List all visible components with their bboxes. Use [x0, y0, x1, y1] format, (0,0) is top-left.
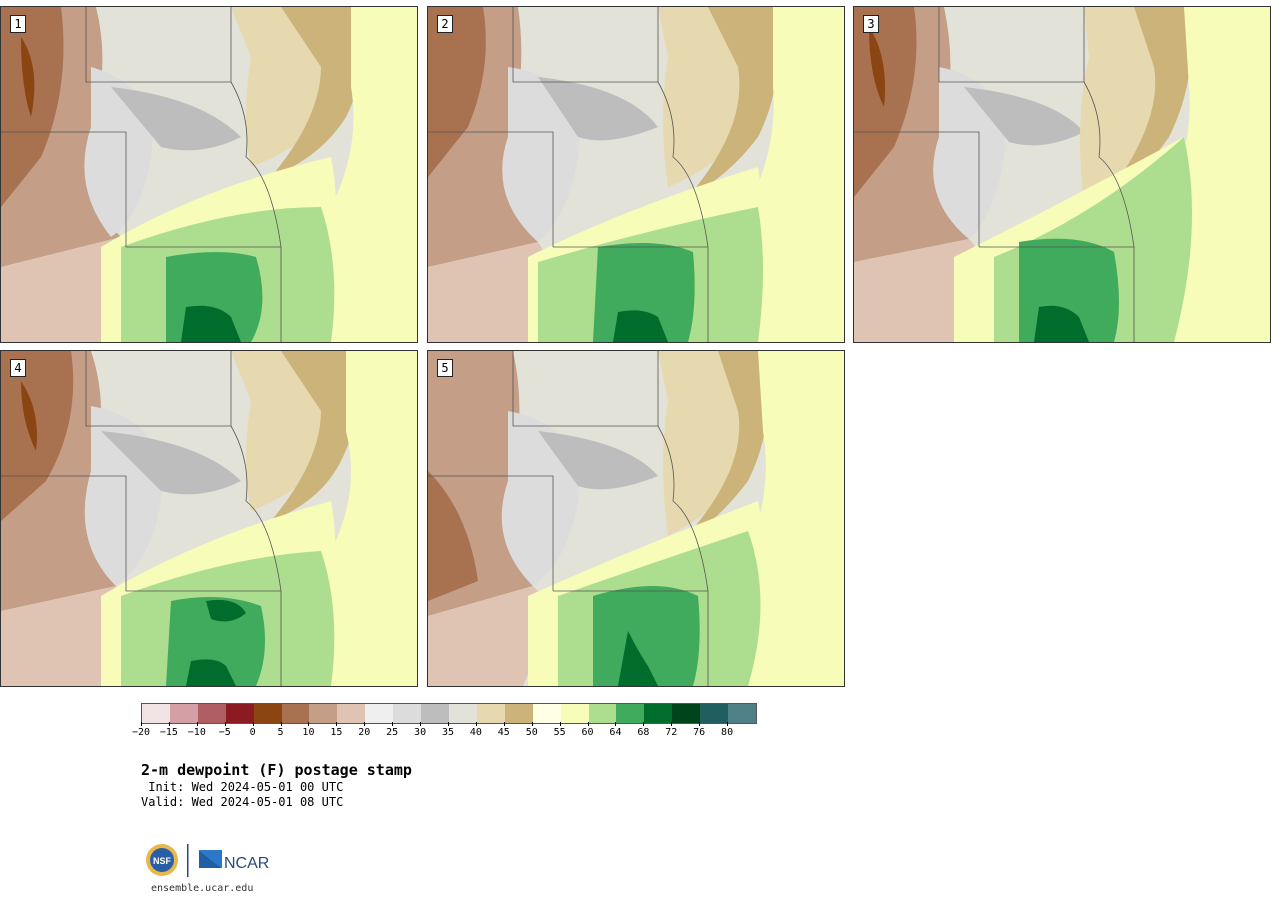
colorbar-tick-mark: [364, 722, 366, 726]
colorbar-segment: [644, 704, 673, 723]
panel-number: 5: [437, 359, 453, 377]
colorbar-segment: [588, 704, 617, 723]
nsf-ncar-logo: NSF NCAR: [146, 844, 269, 877]
dewpoint-map: [1, 7, 417, 342]
ncar-logo-text: NCAR: [224, 855, 269, 872]
colorbar-segment: [616, 704, 645, 723]
valid-time: Valid: Wed 2024-05-01 08 UTC: [141, 795, 344, 809]
stamp-panel-2: 2: [427, 6, 845, 343]
colorbar-tick-label: 35: [441, 727, 455, 738]
colorbar-tick-mark: [643, 722, 645, 726]
colorbar-tick-mark: [224, 722, 226, 726]
colorbar-tick-label: 80: [721, 727, 734, 738]
colorbar-tick-label: 72: [665, 727, 678, 738]
colorbar-segment: [421, 704, 449, 723]
stamp-panel-3: 3: [853, 6, 1271, 343]
colorbar-tick-mark: [615, 722, 617, 726]
colorbar-tick-label: 55: [553, 727, 566, 738]
colorbar-segment: [393, 704, 422, 723]
colorbar-tick-label: −10: [187, 727, 206, 738]
colorbar-segment: [142, 704, 170, 723]
stamp-panel-1: 1: [0, 6, 418, 343]
colorbar-segment: [197, 704, 226, 723]
colorbar-tick-mark: [475, 722, 477, 726]
colorbar-tick-label: 25: [386, 727, 399, 738]
colorbar-tick-mark: [252, 722, 254, 726]
nsf-logo-text: NSF: [153, 856, 172, 866]
plot-title: 2-m dewpoint (F) postage stamp: [141, 761, 412, 779]
colorbar-tick-label: 64: [609, 727, 622, 738]
dewpoint-map: [428, 7, 844, 342]
colorbar-tick-label: 5: [277, 727, 284, 738]
dewpoint-map: [854, 7, 1270, 342]
colorbar-segment: [504, 704, 533, 723]
colorbar-tick-mark: [559, 722, 561, 726]
colorbar-tick-mark: [141, 722, 142, 726]
colorbar-tick-mark: [280, 722, 282, 726]
colorbar-segment: [728, 704, 756, 723]
colorbar-tick-label: 10: [302, 727, 315, 738]
colorbar-segment: [448, 704, 477, 723]
colorbar-tick-label: −15: [159, 727, 178, 738]
colorbar-tick-mark: [196, 722, 198, 726]
colorbar-tick-mark: [392, 722, 394, 726]
colorbar-tick-mark: [168, 722, 170, 726]
stamp-panel-4: 4: [0, 350, 418, 687]
colorbar-ticks: −20 −15 −10 −5 0 5 10 15 20 25 30 35 40 45 50 55 60 64 68 7…: [132, 722, 755, 741]
panel-number: 4: [10, 359, 26, 377]
colorbar-tick-label: 20: [358, 727, 371, 738]
colorbar-tick-mark: [531, 722, 533, 726]
colorbar-tick-mark: [336, 722, 338, 726]
stamp-panel-5: 5: [427, 350, 845, 687]
dewpoint-map: [428, 351, 844, 686]
colorbar-tick-label: 76: [693, 727, 706, 738]
colorbar-segment: [476, 704, 505, 723]
colorbar-segment: [365, 704, 394, 723]
colorbar-tick-label: 60: [581, 727, 594, 738]
colorbar-segment: [169, 704, 198, 723]
colorbar-tick-mark: [587, 722, 589, 726]
colorbar-tick-mark: [420, 722, 422, 726]
colorbar-segment: [225, 704, 254, 723]
colorbar-segment: [281, 704, 310, 723]
website-text: ensemble.ucar.edu: [151, 883, 254, 894]
panel-number: 2: [437, 15, 453, 33]
colorbar-segment: [253, 704, 282, 723]
colorbar-tick-label: 15: [330, 727, 343, 738]
dewpoint-map: [1, 351, 417, 686]
panel-number: 3: [863, 15, 879, 33]
colorbar-tick-mark: [448, 722, 449, 726]
colorbar-tick-mark: [308, 722, 310, 726]
colorbar-segment: [700, 704, 729, 723]
colorbar-segment: [672, 704, 701, 723]
colorbar-tick-mark: [699, 722, 701, 726]
colorbar-tick-label: −5: [218, 727, 231, 738]
colorbar-tick-label: 68: [637, 727, 650, 738]
colorbar-segment: [309, 704, 338, 723]
colorbar-tick-label: 30: [414, 727, 427, 738]
colorbar-tick-mark: [671, 722, 673, 726]
colorbar-segment: [337, 704, 366, 723]
init-time: Init: Wed 2024-05-01 00 UTC: [141, 780, 344, 794]
colorbar-tick-label: 0: [249, 727, 256, 738]
colorbar-segment: [532, 704, 561, 723]
colorbar-tick-label: 40: [469, 727, 482, 738]
colorbar: [141, 703, 757, 724]
panel-number: 1: [10, 15, 26, 33]
colorbar-tick-label: 45: [497, 727, 510, 738]
colorbar-tick-label: −20: [131, 727, 151, 738]
colorbar-tick-label: 50: [525, 727, 538, 738]
colorbar-tick-mark: [503, 722, 505, 726]
colorbar-segment: [560, 704, 589, 723]
colorbar-tick-mark: [727, 722, 729, 726]
